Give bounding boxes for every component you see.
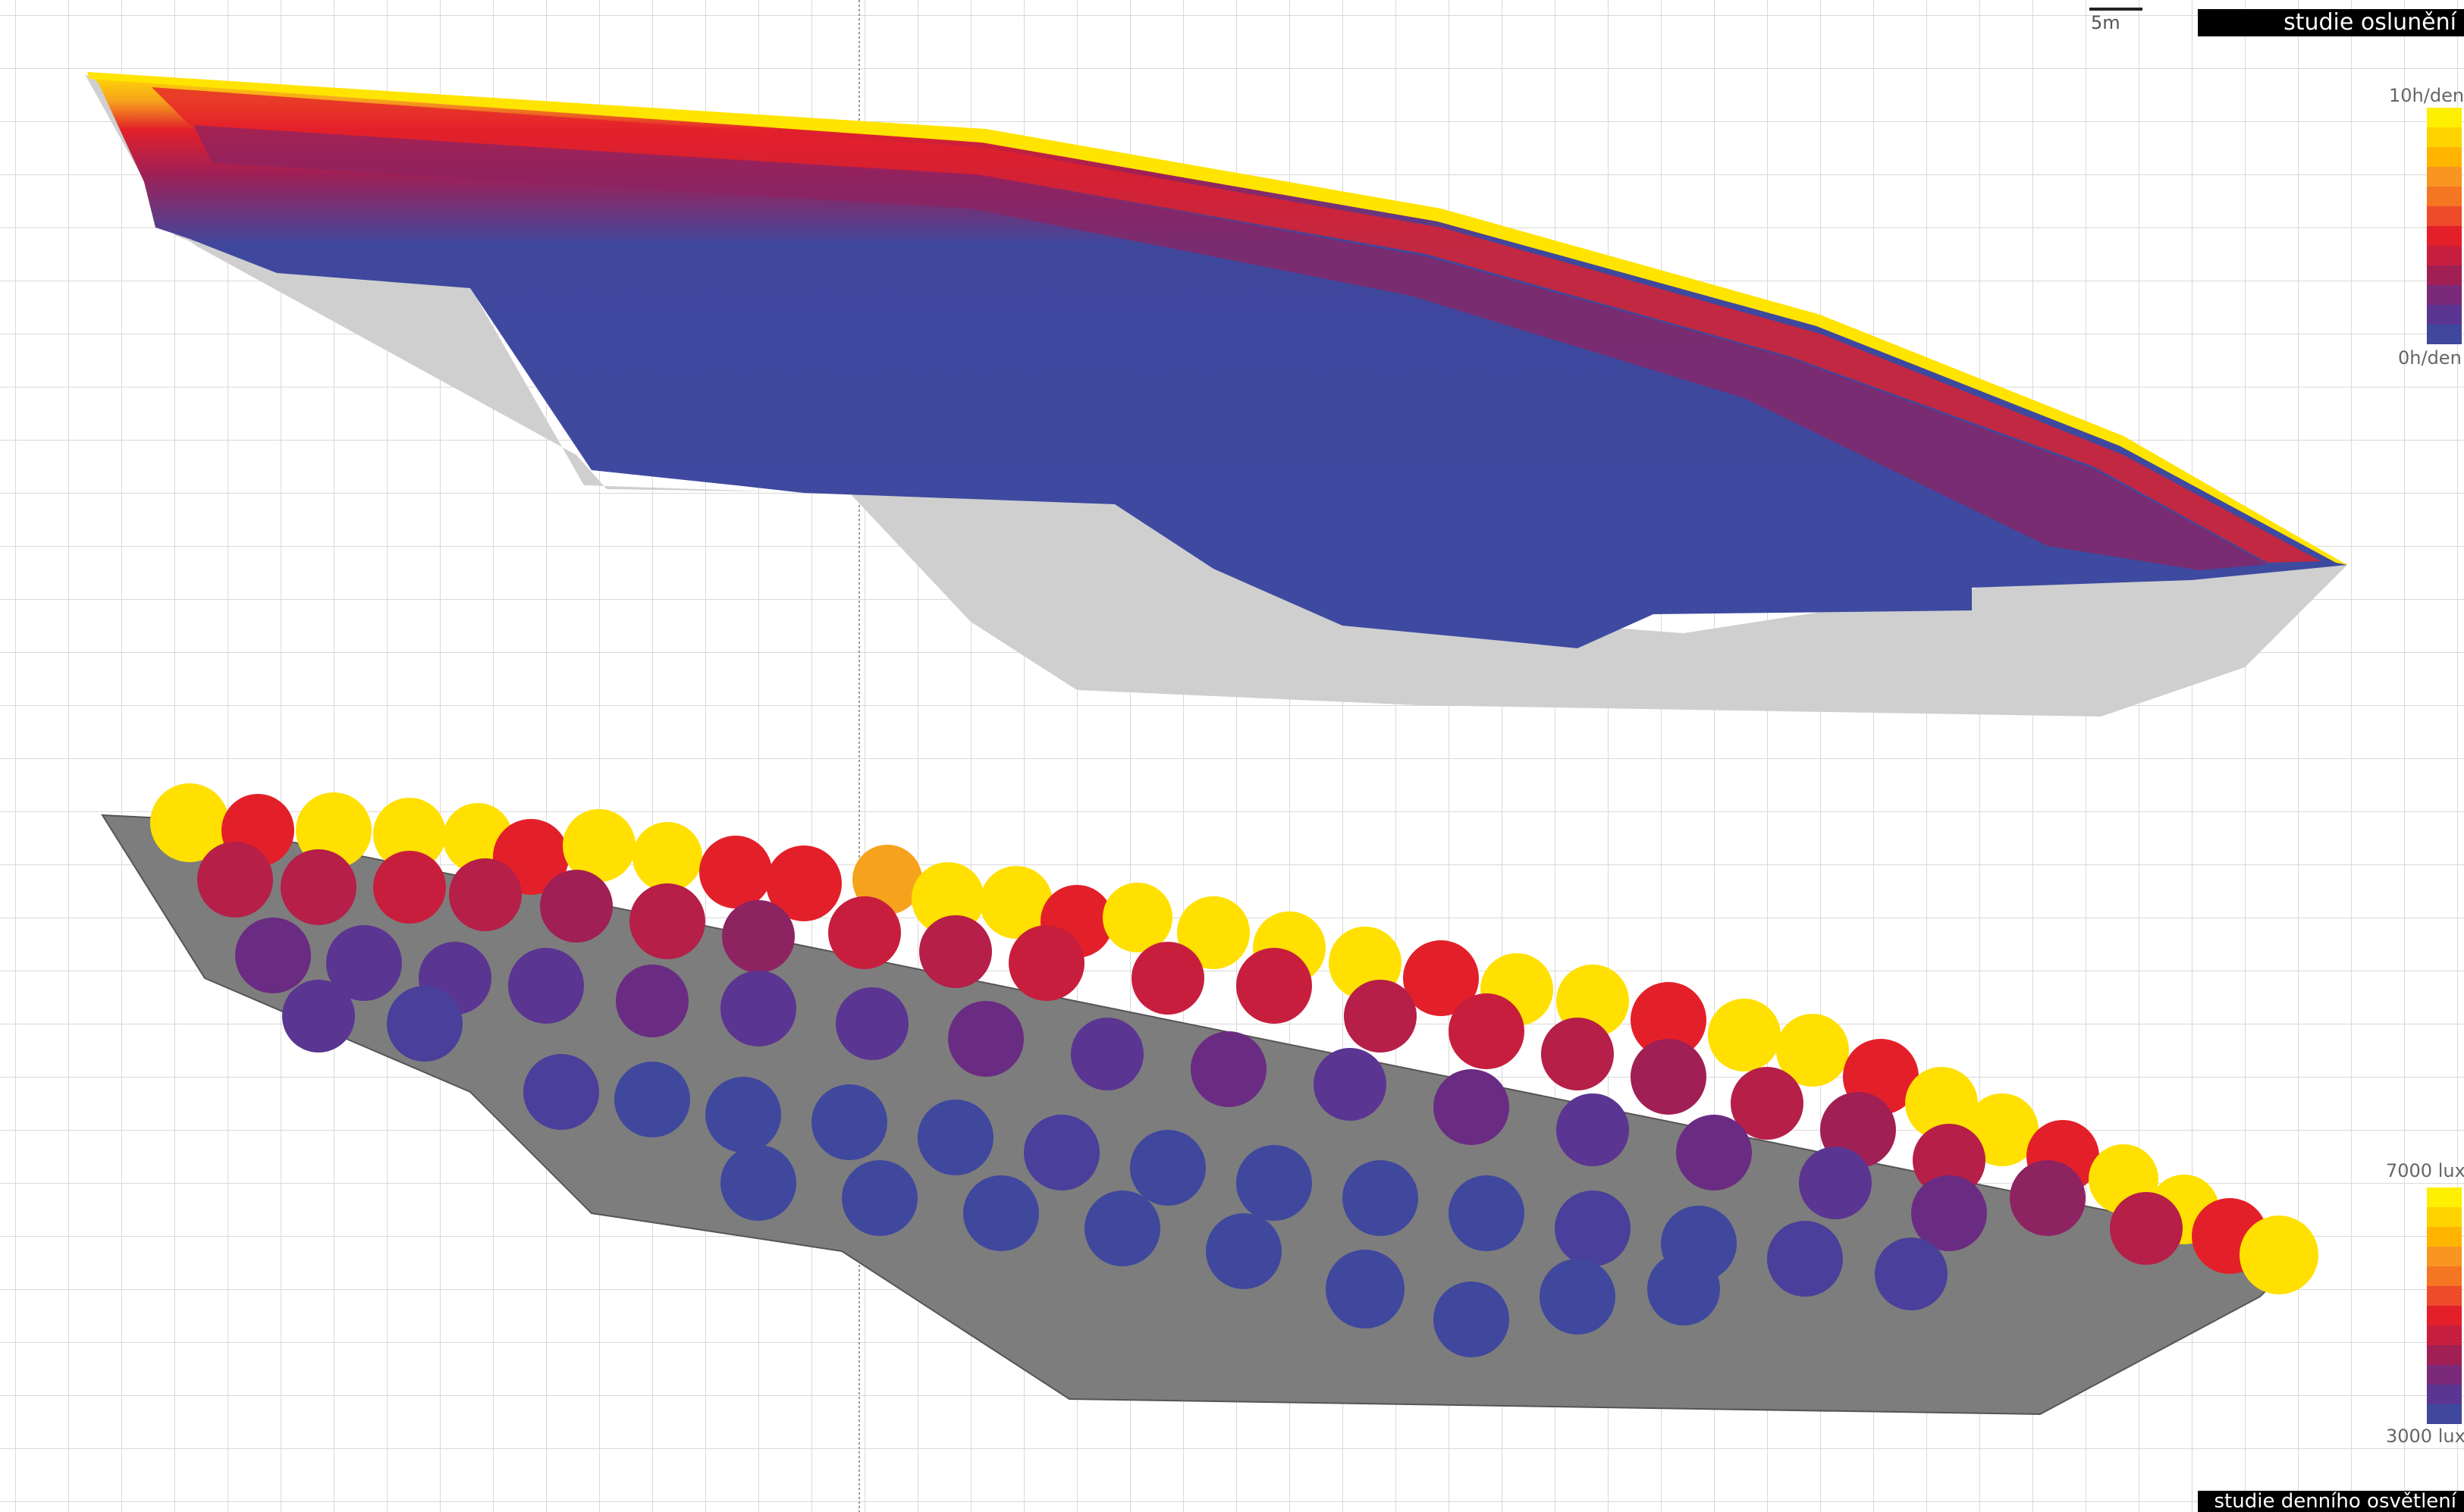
sunlight-edge-red-band bbox=[152, 87, 2321, 563]
legend-swatch bbox=[2427, 1266, 2462, 1286]
sunlight-heatmap-roof bbox=[87, 72, 2347, 648]
scale-label: 5m bbox=[2091, 12, 2120, 33]
legend-swatch bbox=[2427, 265, 2462, 285]
legend-swatch bbox=[2427, 1404, 2462, 1424]
legend-swatch bbox=[2427, 127, 2462, 147]
legend-swatch bbox=[2427, 1325, 2462, 1345]
daylight-legend-scale bbox=[2427, 1187, 2462, 1424]
sunlight-study-title: studie oslunění bbox=[2198, 9, 2464, 36]
legend-swatch bbox=[2427, 1227, 2462, 1247]
daylight-legend-bottom-label: 3000 lux bbox=[2386, 1426, 2464, 1447]
legend-swatch bbox=[2427, 167, 2462, 187]
legend-swatch bbox=[2427, 305, 2462, 325]
legend-swatch bbox=[2427, 226, 2462, 246]
legend-swatch bbox=[2427, 1286, 2462, 1306]
legend-swatch bbox=[2427, 108, 2462, 127]
legend-swatch bbox=[2427, 1247, 2462, 1266]
legend-swatch bbox=[2427, 1365, 2462, 1385]
legend-swatch bbox=[2427, 285, 2462, 305]
sunlight-legend-bottom-label: 0h/den bbox=[2398, 347, 2462, 369]
legend-swatch bbox=[2427, 1345, 2462, 1365]
sunlight-edge-purple-band bbox=[193, 125, 2268, 570]
legend-swatch bbox=[2427, 147, 2462, 167]
sunlight-roof-edge-band bbox=[87, 72, 2347, 565]
legend-swatch bbox=[2427, 1385, 2462, 1404]
sunlight-legend-scale bbox=[2427, 108, 2462, 344]
legend-swatch bbox=[2427, 206, 2462, 226]
daylight-study-title: studie denního osvětlení bbox=[2198, 1491, 2464, 1512]
legend-swatch bbox=[2427, 1306, 2462, 1325]
daylight-sample-points bbox=[150, 783, 2318, 1357]
legend-swatch bbox=[2427, 325, 2462, 344]
daylight-study-model bbox=[101, 783, 2318, 1416]
daylight-legend-top-label: 7000 lux bbox=[2386, 1160, 2464, 1181]
legend-swatch bbox=[2427, 246, 2462, 265]
terrain-shadow bbox=[85, 74, 2347, 717]
legend-swatch bbox=[2427, 1207, 2462, 1227]
legend-swatch bbox=[2427, 187, 2462, 206]
sunlight-legend-top-label: 10h/den bbox=[2389, 85, 2464, 106]
legend-swatch bbox=[2427, 1187, 2462, 1207]
sunlight-study-model bbox=[85, 72, 2347, 717]
